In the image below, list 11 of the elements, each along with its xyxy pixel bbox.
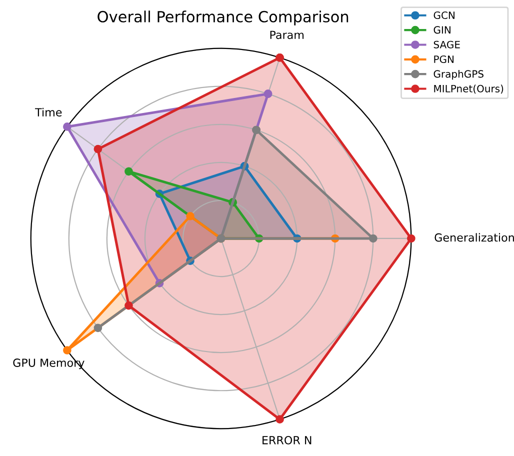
spoke-label: Param (270, 30, 304, 40)
legend-label: PGN (434, 55, 454, 64)
spoke-label: Time (35, 108, 62, 116)
chart-title: Overall Performance Comparison (98, 10, 348, 26)
legend-label: GraphGPS (434, 70, 484, 80)
spoke-label: Generalization (434, 233, 514, 242)
legend-label: GCN (434, 11, 454, 20)
spoke-label: ERROR N (262, 436, 312, 444)
legend-label: MILPnet(Ours) (434, 84, 504, 94)
legend-label: GIN (434, 26, 450, 34)
legend-label: SAGE (434, 40, 460, 48)
